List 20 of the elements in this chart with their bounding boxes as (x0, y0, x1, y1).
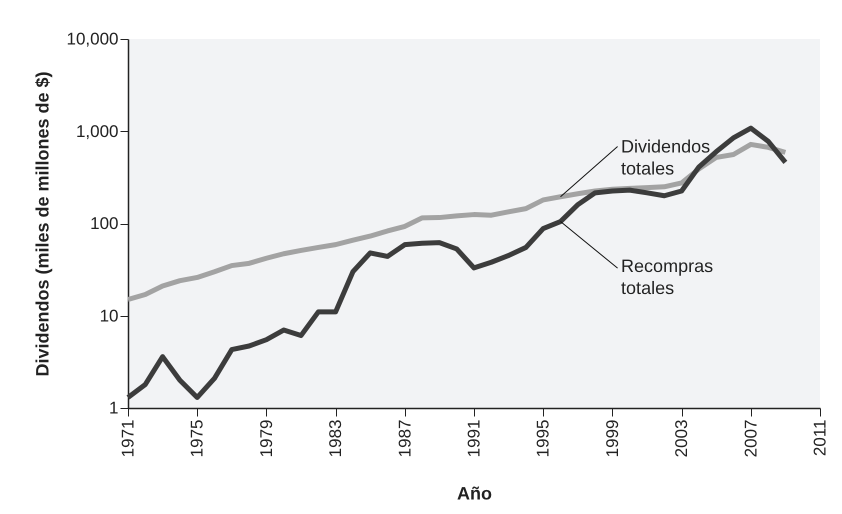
x-tick-label: 1983 (326, 420, 346, 458)
y-tick-label: 1 (109, 398, 118, 418)
y-axis-title: Dividendos (miles de millones de $) (32, 71, 53, 377)
x-tick-label: 1991 (464, 420, 484, 458)
y-tick-label: 10 (100, 306, 118, 326)
x-tick-label: 1979 (256, 420, 276, 458)
annotation: Dividendos totales (621, 136, 710, 179)
y-tick-label: 100 (90, 214, 118, 233)
x-tick-label: 1999 (602, 420, 622, 458)
x-tick-label: 1971 (118, 420, 138, 458)
x-tick-label: 2007 (741, 420, 760, 458)
x-tick-label: 1995 (534, 420, 553, 458)
x-tick-label: 1987 (395, 420, 414, 458)
y-tick-label: 10,000 (66, 30, 118, 48)
x-tick-label: 1975 (188, 420, 207, 458)
x-axis-title: Año (457, 483, 492, 504)
x-tick-label: 2011 (810, 420, 830, 456)
x-tick-label: 2003 (672, 420, 692, 458)
y-tick-label: 1,000 (76, 122, 118, 141)
annotation: Recompras totales (621, 256, 714, 298)
